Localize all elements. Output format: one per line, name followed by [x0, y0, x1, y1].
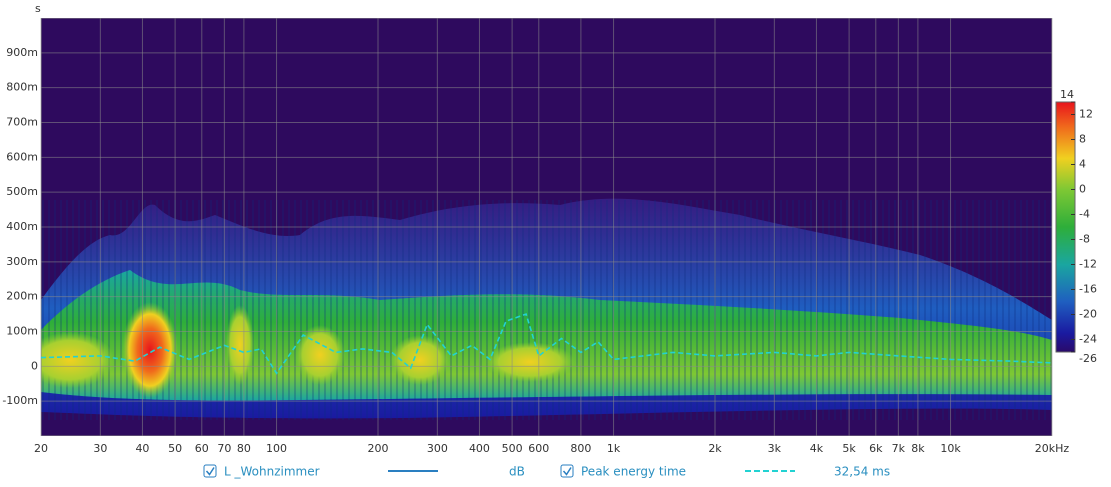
x-tick-label: 200	[368, 442, 389, 455]
x-tick-label: 100	[266, 442, 287, 455]
x-tick-label: 60	[195, 442, 209, 455]
decay-texture	[41, 200, 1052, 420]
checkbox[interactable]	[560, 464, 574, 478]
x-tick-label: 1k	[607, 442, 621, 455]
y-tick-label: 300m	[6, 255, 38, 268]
y-tick-label: 700m	[6, 116, 38, 129]
colorbar-label: 0	[1079, 183, 1086, 196]
x-tick-label: 6k	[869, 442, 883, 455]
colorbar-label: -4	[1079, 208, 1090, 221]
x-tick-label: 4k	[810, 442, 824, 455]
y-tick-label: 900m	[6, 46, 38, 59]
colorbar-label: -20	[1079, 308, 1097, 321]
x-tick-label: 3k	[768, 442, 782, 455]
x-tick-label: 50	[168, 442, 182, 455]
hot-spot	[485, 342, 575, 382]
x-tick-label: 800	[570, 442, 591, 455]
x-tick-label: 7k	[892, 442, 906, 455]
hot-spot	[122, 302, 178, 398]
checkmark	[205, 467, 215, 476]
hot-spot	[390, 335, 450, 385]
x-tick-label: 20kHz	[1035, 442, 1070, 455]
colorbar-label: 8	[1079, 133, 1086, 146]
x-tick-label: 300	[427, 442, 448, 455]
colorbar	[1055, 101, 1076, 353]
peak-energy-line	[41, 313, 1052, 375]
legend-label: L _Wohnzimmer	[224, 465, 320, 479]
colorbar-label: -12	[1079, 258, 1097, 271]
x-tick-label: 10k	[940, 442, 961, 455]
y-unit: s	[35, 2, 41, 15]
y-tick-label: 200m	[6, 290, 38, 303]
colorbar-label: 4	[1079, 158, 1086, 171]
colorbar-label: -24	[1079, 333, 1097, 346]
y-tick-label: 500m	[6, 185, 38, 198]
colorbar-label: 12	[1079, 108, 1093, 121]
hot-spot	[226, 305, 254, 385]
x-tick-label: 30	[93, 442, 107, 455]
x-tick-label: 500	[502, 442, 523, 455]
x-tick-label: 5k	[842, 442, 856, 455]
x-tick-label: 40	[135, 442, 149, 455]
y-tick-label: 100m	[6, 325, 38, 338]
x-tick-label: 600	[528, 442, 549, 455]
x-tick-label: 2k	[708, 442, 722, 455]
x-tick-label: 80	[237, 442, 251, 455]
hot-spot	[41, 332, 115, 388]
hot-spot	[295, 325, 345, 385]
y-tick-label: 0	[31, 359, 38, 372]
colorbar-label: -16	[1079, 283, 1097, 296]
y-tick-label: -100m	[2, 394, 38, 407]
legend-label: Peak energy time	[581, 465, 686, 479]
colorbar-label: 14	[1060, 88, 1074, 101]
x-tick-label: 20	[34, 442, 48, 455]
x-tick-label: 400	[469, 442, 490, 455]
legend-value: 32,54 ms	[834, 465, 890, 479]
y-tick-label: 400m	[6, 220, 38, 233]
checkbox[interactable]	[203, 464, 217, 478]
y-tick-label: 800m	[6, 81, 38, 94]
colorbar-label: -8	[1079, 233, 1090, 246]
colorbar-label: -26	[1079, 352, 1097, 365]
checkmark	[562, 467, 572, 476]
x-tick-label: 70	[217, 442, 231, 455]
x-tick-label: 8k	[911, 442, 925, 455]
y-tick-label: 600m	[6, 150, 38, 163]
legend-unit: dB	[509, 465, 525, 479]
